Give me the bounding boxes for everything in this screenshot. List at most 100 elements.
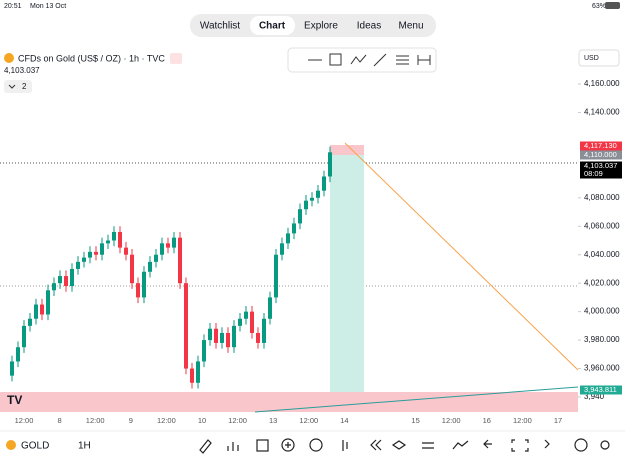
candle-body: [136, 283, 140, 298]
candle-body: [202, 340, 206, 362]
candle-body: [94, 251, 98, 255]
candle-body: [76, 261, 80, 269]
bottom-symbol[interactable]: GOLD: [21, 441, 49, 452]
candle-body: [106, 240, 110, 244]
candle-body: [262, 318, 266, 343]
price-badge: [580, 385, 622, 395]
x-tick-label: 12:00: [228, 416, 247, 425]
candle-body: [88, 251, 92, 258]
candle-body: [46, 290, 50, 315]
tv-logo: TV: [7, 393, 22, 407]
candle-body: [82, 257, 86, 262]
candle-body: [16, 347, 20, 362]
candle-body: [316, 190, 320, 198]
candle-body: [292, 223, 296, 234]
y-tick-label: 4,040.000: [584, 250, 620, 259]
currency: USD: [584, 55, 599, 62]
tab-active: [250, 16, 295, 35]
badge-icon: [170, 53, 182, 64]
candle-body: [40, 304, 44, 315]
candle-body: [280, 243, 284, 255]
candle-body: [112, 231, 116, 241]
candle-body: [52, 283, 56, 291]
candle-body: [328, 152, 332, 177]
candle-body: [58, 276, 62, 284]
drawing-tools[interactable]: [308, 53, 431, 67]
gold-icon: [4, 53, 14, 63]
candle-body: [70, 268, 74, 287]
x-tick-label: 16: [483, 416, 491, 425]
candle-body: [298, 209, 302, 224]
candle-body: [268, 297, 272, 319]
candle-body: [304, 200, 308, 210]
tab-bar: [190, 14, 436, 37]
tab[interactable]: Chart: [259, 21, 286, 32]
candle-body: [22, 325, 26, 348]
y-tick-label: 3,960.000: [584, 364, 620, 373]
symbol-title[interactable]: CFDs on Gold (US$ / OZ) · 1h · TVC: [18, 53, 165, 63]
candle-body: [196, 361, 200, 383]
candle-body: [130, 254, 134, 284]
price-badge-label: 4,110.000: [584, 150, 617, 159]
indicator-toggle[interactable]: [4, 80, 32, 93]
candle-body: [166, 243, 170, 248]
date: Mon 13 Oct: [30, 3, 66, 10]
candle-body: [274, 254, 278, 298]
symbol-price: 4,103.037: [4, 66, 40, 75]
candle-body: [208, 328, 212, 341]
candle-body: [100, 243, 104, 255]
candle-body: [250, 311, 254, 333]
y-tick-label: 4,020.000: [584, 278, 620, 287]
tab[interactable]: Watchlist: [200, 21, 240, 32]
candle-body: [142, 271, 146, 298]
tab[interactable]: Menu: [398, 21, 423, 32]
x-tick-label: 12:00: [15, 416, 34, 425]
battery: 63%: [592, 3, 606, 10]
gold-icon-bottom: [6, 440, 16, 450]
x-tick-label: 13: [269, 416, 277, 425]
candle-body: [148, 261, 152, 272]
x-tick-label: 15: [411, 416, 419, 425]
candle-body: [160, 243, 164, 255]
candle-body: [256, 332, 260, 343]
bottom-interval[interactable]: 1H: [78, 441, 91, 452]
y-tick-label: 4,160.000: [584, 79, 620, 88]
x-tick-label: 14: [340, 416, 348, 425]
candle-body: [184, 283, 188, 369]
x-tick-label: 12:00: [513, 416, 532, 425]
price-badge: [580, 141, 622, 151]
tab[interactable]: Explore: [304, 21, 338, 32]
y-tick-label: 4,080.000: [584, 193, 620, 202]
x-tick-label: 12:00: [86, 416, 105, 425]
price-badge-label: 3,943.811: [584, 385, 617, 394]
clock: 20:51: [4, 3, 22, 10]
price-badge-sub: 08:09: [584, 169, 603, 178]
candle-body: [10, 361, 14, 376]
y-tick-label: 4,000.000: [584, 307, 620, 316]
x-tick-label: 9: [129, 416, 133, 425]
x-tick-label: 12:00: [157, 416, 176, 425]
candle-body: [190, 368, 194, 383]
candle-body: [322, 176, 326, 191]
candle-body: [286, 233, 290, 244]
y-tick-label: 3,940: [584, 392, 605, 401]
y-tick-label: 4,140.000: [584, 108, 620, 117]
tab[interactable]: Ideas: [357, 21, 381, 32]
candle-body: [124, 247, 128, 255]
price-badge-label: 4,103.037: [584, 161, 617, 170]
currency-select[interactable]: [578, 49, 620, 67]
candle-body: [244, 311, 248, 319]
candle-body: [118, 231, 122, 248]
y-tick-label: 4,060.000: [584, 221, 620, 230]
candle-body: [178, 237, 182, 284]
pink-zone: [0, 392, 578, 412]
x-tick-label: 12:00: [299, 416, 318, 425]
candle-body: [310, 197, 314, 201]
trend-line: [254, 386, 579, 413]
bottom-toolbar[interactable]: [199, 438, 610, 454]
candle-body: [154, 254, 158, 262]
price-badge: [580, 161, 622, 179]
x-tick-label: 10: [198, 416, 206, 425]
